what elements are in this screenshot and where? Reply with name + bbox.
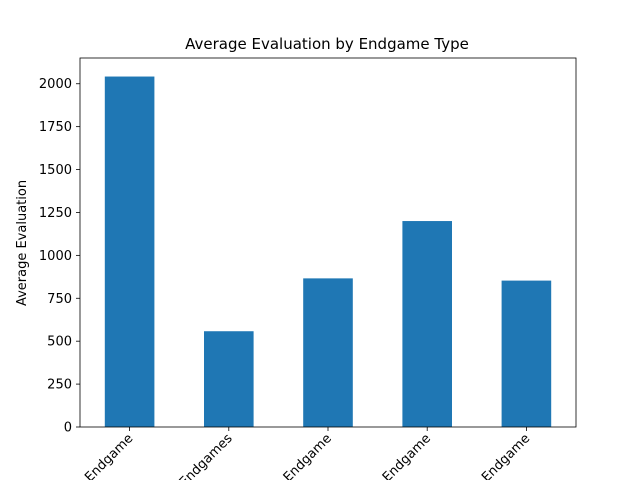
- bar: [303, 278, 353, 427]
- bar: [204, 331, 254, 427]
- y-axis-label: Average Evaluation: [15, 180, 30, 306]
- x-tick-label: Endgames: [177, 431, 236, 480]
- bar: [402, 221, 452, 427]
- y-tick-label: 500: [47, 335, 72, 350]
- x-tick-label: Endgame: [82, 431, 136, 480]
- y-tick-label: 1500: [39, 163, 72, 178]
- y-tick-label: 750: [47, 292, 72, 307]
- bar: [104, 76, 155, 427]
- y-tick-label: 0: [64, 421, 72, 436]
- x-axis-ticks: Endgame Endgames Endgame Endgame Endgame: [82, 427, 533, 480]
- y-tick-label: 1000: [39, 249, 72, 264]
- bar: [501, 280, 552, 427]
- plot-area-frame: [79, 57, 577, 428]
- y-axis-ticks: 0 250 500 750 1000 1250 1500 1750 2000: [39, 77, 80, 436]
- x-tick-label: Endgame: [380, 431, 434, 480]
- y-tick-label: 250: [47, 378, 72, 393]
- y-tick-label: 2000: [39, 77, 72, 92]
- y-tick-label: 1750: [39, 120, 72, 135]
- x-tick-label: Endgame: [281, 431, 335, 480]
- bars-group: [104, 76, 552, 427]
- chart-title: Average Evaluation by Endgame Type: [185, 35, 469, 53]
- x-tick-label: Endgame: [479, 431, 533, 480]
- y-tick-label: 1250: [39, 206, 72, 221]
